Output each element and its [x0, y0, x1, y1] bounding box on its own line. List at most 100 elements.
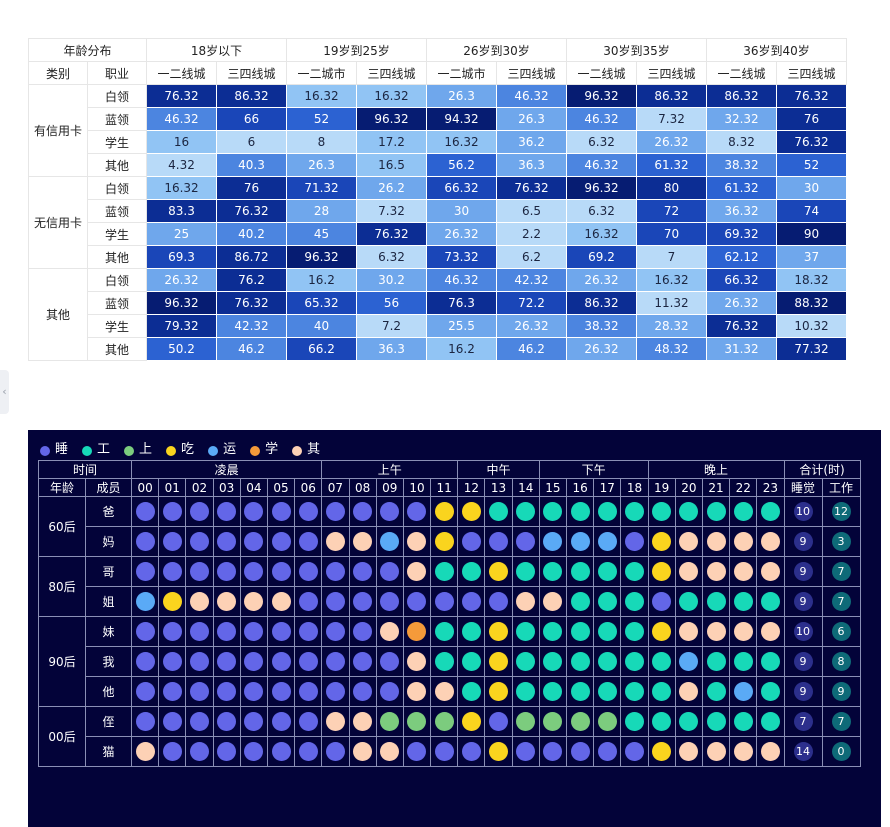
activity-dot-work[interactable]	[706, 502, 726, 521]
activity-dot-work[interactable]	[760, 682, 780, 701]
activity-dot-sleep[interactable]	[162, 652, 182, 671]
activity-dot-sleep[interactable]	[271, 532, 291, 551]
activity-dot-work[interactable]	[624, 502, 644, 521]
activity-dot-sport[interactable]	[597, 532, 617, 551]
activity-dot-work[interactable]	[570, 502, 590, 521]
activity-dot-sleep[interactable]	[217, 652, 237, 671]
activity-dot-sleep[interactable]	[597, 742, 617, 761]
activity-dot-eat[interactable]	[652, 562, 672, 581]
activity-dot-sleep[interactable]	[461, 742, 481, 761]
activity-dot-sleep[interactable]	[271, 502, 291, 521]
activity-dot-sleep[interactable]	[217, 682, 237, 701]
activity-dot-sleep[interactable]	[162, 622, 182, 641]
legend-item-study[interactable]: 上	[124, 438, 152, 457]
activity-dot-other[interactable]	[760, 562, 780, 581]
activity-dot-other[interactable]	[407, 652, 427, 671]
legend-item-sport[interactable]: 运	[208, 438, 236, 457]
activity-dot-work[interactable]	[516, 622, 536, 641]
activity-dot-other[interactable]	[706, 532, 726, 551]
activity-dot-sleep[interactable]	[380, 592, 400, 611]
activity-dot-work[interactable]	[516, 652, 536, 671]
activity-dot-eat[interactable]	[461, 712, 481, 731]
activity-dot-sleep[interactable]	[135, 622, 155, 641]
activity-dot-work[interactable]	[597, 682, 617, 701]
activity-dot-sleep[interactable]	[162, 682, 182, 701]
activity-dot-other[interactable]	[679, 622, 699, 641]
activity-dot-sleep[interactable]	[135, 502, 155, 521]
activity-dot-work[interactable]	[597, 502, 617, 521]
activity-dot-other[interactable]	[380, 742, 400, 761]
activity-dot-work[interactable]	[543, 682, 563, 701]
activity-dot-study[interactable]	[597, 712, 617, 731]
activity-dot-sleep[interactable]	[624, 532, 644, 551]
activity-dot-sleep[interactable]	[516, 742, 536, 761]
activity-dot-other[interactable]	[706, 742, 726, 761]
activity-dot-sleep[interactable]	[325, 502, 345, 521]
activity-dot-sleep[interactable]	[489, 532, 509, 551]
activity-dot-work[interactable]	[624, 712, 644, 731]
activity-dot-work[interactable]	[706, 592, 726, 611]
activity-dot-other[interactable]	[407, 682, 427, 701]
activity-dot-eat[interactable]	[162, 592, 182, 611]
activity-dot-work[interactable]	[624, 652, 644, 671]
activity-dot-sleep[interactable]	[244, 712, 264, 731]
activity-dot-eat[interactable]	[489, 742, 509, 761]
activity-dot-sleep[interactable]	[434, 742, 454, 761]
activity-dot-sleep[interactable]	[461, 592, 481, 611]
activity-dot-work[interactable]	[679, 502, 699, 521]
activity-dot-eat[interactable]	[434, 502, 454, 521]
activity-dot-sleep[interactable]	[325, 592, 345, 611]
activity-dot-sleep[interactable]	[189, 502, 209, 521]
activity-dot-sleep[interactable]	[407, 592, 427, 611]
activity-dot-work[interactable]	[434, 652, 454, 671]
activity-dot-other[interactable]	[271, 592, 291, 611]
activity-dot-sleep[interactable]	[353, 502, 373, 521]
activity-dot-sleep[interactable]	[244, 562, 264, 581]
activity-dot-work[interactable]	[434, 562, 454, 581]
activity-dot-sleep[interactable]	[217, 712, 237, 731]
activity-dot-sleep[interactable]	[652, 592, 672, 611]
activity-dot-study[interactable]	[570, 712, 590, 731]
activity-dot-sleep[interactable]	[325, 562, 345, 581]
activity-dot-sleep[interactable]	[189, 742, 209, 761]
activity-dot-work[interactable]	[760, 502, 780, 521]
activity-dot-work[interactable]	[706, 682, 726, 701]
activity-dot-sleep[interactable]	[271, 652, 291, 671]
activity-dot-sleep[interactable]	[135, 562, 155, 581]
activity-dot-sport[interactable]	[570, 532, 590, 551]
activity-dot-sleep[interactable]	[189, 712, 209, 731]
activity-dot-sleep[interactable]	[244, 532, 264, 551]
activity-dot-sleep[interactable]	[217, 562, 237, 581]
activity-dot-sleep[interactable]	[298, 652, 318, 671]
activity-dot-work[interactable]	[652, 502, 672, 521]
legend-item-other[interactable]: 其	[292, 438, 320, 457]
activity-dot-study[interactable]	[516, 712, 536, 731]
activity-dot-sleep[interactable]	[162, 532, 182, 551]
activity-dot-sleep[interactable]	[271, 712, 291, 731]
activity-dot-sleep[interactable]	[135, 682, 155, 701]
activity-dot-work[interactable]	[624, 682, 644, 701]
activity-dot-other[interactable]	[733, 562, 753, 581]
activity-dot-other[interactable]	[733, 742, 753, 761]
activity-dot-work[interactable]	[624, 562, 644, 581]
activity-dot-study[interactable]	[543, 712, 563, 731]
activity-dot-sleep[interactable]	[298, 592, 318, 611]
activity-dot-eat[interactable]	[652, 622, 672, 641]
activity-dot-work[interactable]	[706, 712, 726, 731]
activity-dot-sleep[interactable]	[570, 742, 590, 761]
activity-dot-sleep[interactable]	[298, 682, 318, 701]
activity-dot-work[interactable]	[760, 652, 780, 671]
activity-dot-work[interactable]	[597, 562, 617, 581]
activity-dot-work[interactable]	[624, 622, 644, 641]
legend-item-sleep[interactable]: 睡	[40, 438, 68, 457]
activity-dot-other[interactable]	[679, 682, 699, 701]
activity-dot-work[interactable]	[543, 652, 563, 671]
activity-dot-work[interactable]	[652, 712, 672, 731]
activity-dot-sleep[interactable]	[298, 742, 318, 761]
activity-dot-eat[interactable]	[489, 652, 509, 671]
activity-dot-eat[interactable]	[652, 742, 672, 761]
activity-dot-sleep[interactable]	[353, 562, 373, 581]
activity-dot-sleep[interactable]	[489, 592, 509, 611]
activity-dot-sport[interactable]	[733, 682, 753, 701]
activity-dot-sleep[interactable]	[298, 712, 318, 731]
